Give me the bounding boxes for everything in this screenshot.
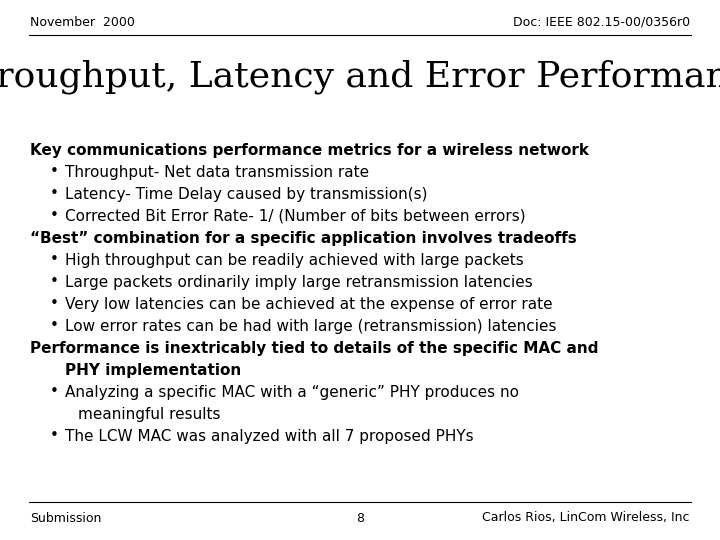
Text: Throughput, Latency and Error Performance: Throughput, Latency and Error Performanc… [0, 60, 720, 94]
Text: Submission: Submission [30, 511, 102, 524]
Text: •: • [50, 208, 59, 224]
Text: •: • [50, 274, 59, 289]
Text: •: • [50, 384, 59, 400]
Text: •: • [50, 253, 59, 267]
Text: Latency- Time Delay caused by transmission(s): Latency- Time Delay caused by transmissi… [65, 186, 428, 201]
Text: Analyzing a specific MAC with a “generic” PHY produces no: Analyzing a specific MAC with a “generic… [65, 384, 519, 400]
Text: Doc: IEEE 802.15-00/0356r0: Doc: IEEE 802.15-00/0356r0 [513, 16, 690, 29]
Text: Key communications performance metrics for a wireless network: Key communications performance metrics f… [30, 143, 589, 158]
Text: •: • [50, 296, 59, 312]
Text: November  2000: November 2000 [30, 16, 135, 29]
Text: “Best” combination for a specific application involves tradeoffs: “Best” combination for a specific applic… [30, 231, 577, 246]
Text: Carlos Rios, LinCom Wireless, Inc: Carlos Rios, LinCom Wireless, Inc [482, 511, 690, 524]
Text: PHY implementation: PHY implementation [65, 362, 241, 377]
Text: •: • [50, 186, 59, 201]
Text: Very low latencies can be achieved at the expense of error rate: Very low latencies can be achieved at th… [65, 296, 553, 312]
Text: The LCW MAC was analyzed with all 7 proposed PHYs: The LCW MAC was analyzed with all 7 prop… [65, 429, 474, 443]
Text: Large packets ordinarily imply large retransmission latencies: Large packets ordinarily imply large ret… [65, 274, 533, 289]
Text: meaningful results: meaningful results [78, 407, 220, 422]
Text: Corrected Bit Error Rate- 1/ (Number of bits between errors): Corrected Bit Error Rate- 1/ (Number of … [65, 208, 526, 224]
Text: •: • [50, 429, 59, 443]
Text: •: • [50, 165, 59, 179]
Text: 8: 8 [356, 511, 364, 524]
Text: High throughput can be readily achieved with large packets: High throughput can be readily achieved … [65, 253, 523, 267]
Text: Throughput- Net data transmission rate: Throughput- Net data transmission rate [65, 165, 369, 179]
Text: Low error rates can be had with large (retransmission) latencies: Low error rates can be had with large (r… [65, 319, 557, 334]
Text: •: • [50, 319, 59, 334]
Text: Performance is inextricably tied to details of the specific MAC and: Performance is inextricably tied to deta… [30, 341, 598, 355]
